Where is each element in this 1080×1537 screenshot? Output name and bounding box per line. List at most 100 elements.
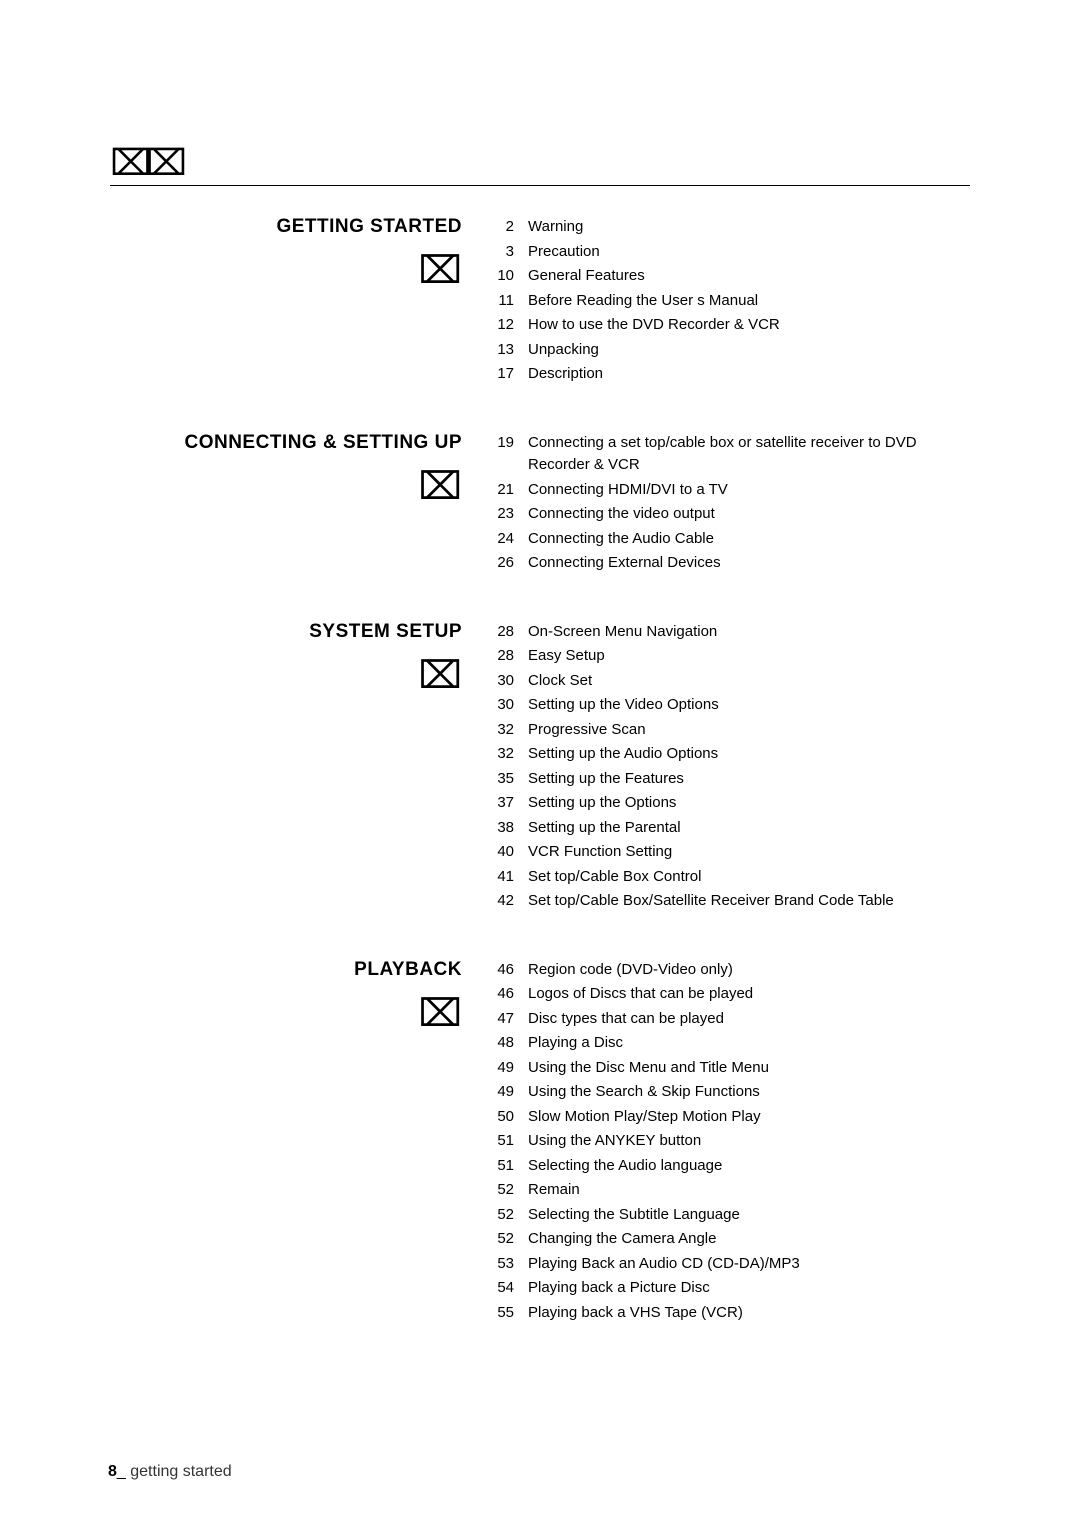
- toc-label: Playing back a Picture Disc: [528, 1277, 970, 1300]
- section-title: GETTING STARTED: [110, 216, 462, 238]
- toc-label: Setting up the Video Options: [528, 694, 970, 717]
- section-right: 19Connecting a set top/cable box or sate…: [482, 432, 970, 577]
- toc-label: Connecting a set top/cable box or satell…: [528, 432, 970, 477]
- toc-row: 40VCR Function Setting: [482, 841, 970, 864]
- toc-page-number: 51: [482, 1155, 514, 1178]
- toc-row: 23 Connecting the video output: [482, 503, 970, 526]
- toc-row: 50Slow Motion Play/Step Motion Play: [482, 1106, 970, 1129]
- toc-row: 37Setting up the Options: [482, 792, 970, 815]
- toc-sections: GETTING STARTED ⌧ 2 Warning 3 Precaution10Gen…: [110, 216, 970, 1326]
- toc-label: Selecting the Audio language: [528, 1155, 970, 1178]
- toc-row: 49Using the Disc Menu and Title Menu: [482, 1057, 970, 1080]
- toc-row: 52 Remain: [482, 1179, 970, 1202]
- toc-row: 51 Using the ANYKEY button: [482, 1130, 970, 1153]
- toc-label: Playing a Disc: [528, 1032, 970, 1055]
- toc-page-number: 2: [482, 216, 514, 239]
- toc-page-number: 51: [482, 1130, 514, 1153]
- toc-row: 42Set top/Cable Box/Satellite Receiver B…: [482, 890, 970, 913]
- toc-row: 46 Logos of Discs that can be played: [482, 983, 970, 1006]
- toc-page-number: 52: [482, 1179, 514, 1202]
- toc-label: Set top/Cable Box Control: [528, 866, 970, 889]
- toc-page-number: 30: [482, 670, 514, 693]
- toc-row: 17 Description: [482, 363, 970, 386]
- toc-row: 13Unpacking: [482, 339, 970, 362]
- toc-page-number: 41: [482, 866, 514, 889]
- section-left: PLAYBACK ⌧: [110, 959, 482, 1327]
- section-glyph-icon: ⌧: [418, 252, 462, 290]
- toc-label: General Features: [528, 265, 970, 288]
- toc-row: 54 Playing back a Picture Disc: [482, 1277, 970, 1300]
- section-title: CONNECTING & SETTING UP: [110, 432, 462, 454]
- toc-page-number: 24: [482, 528, 514, 551]
- footer: 8_ getting started: [108, 1463, 232, 1481]
- toc-section: SYSTEM SETUP⌧28On-Screen Menu Navigation…: [110, 621, 970, 915]
- toc-label: Changing the Camera Angle: [528, 1228, 970, 1251]
- section-glyph-icon: ⌧: [418, 657, 462, 695]
- toc-page-number: 21: [482, 479, 514, 502]
- toc-row: 28Easy Setup: [482, 645, 970, 668]
- toc-page-number: 52: [482, 1228, 514, 1251]
- section-right: 2 Warning 3 Precaution10General Features11 B…: [482, 216, 970, 388]
- toc-label: On-Screen Menu Navigation: [528, 621, 970, 644]
- toc-row: 30 Clock Set: [482, 670, 970, 693]
- toc-label: Before Reading the User s Manual: [528, 290, 970, 313]
- toc-label: Region code (DVD-Video only): [528, 959, 970, 982]
- toc-page-number: 38: [482, 817, 514, 840]
- toc-label: Logos of Discs that can be played: [528, 983, 970, 1006]
- footer-page-number: 8: [108, 1463, 117, 1480]
- title-row: ⌧⌧: [110, 145, 970, 186]
- toc-page-number: 23: [482, 503, 514, 526]
- toc-row: 3 Precaution: [482, 241, 970, 264]
- toc-label: Setting up the Features: [528, 768, 970, 791]
- toc-page-number: 37: [482, 792, 514, 815]
- toc-page-number: 40: [482, 841, 514, 864]
- toc-label: Progressive Scan: [528, 719, 970, 742]
- toc-label: Using the ANYKEY button: [528, 1130, 970, 1153]
- toc-row: 32Setting up the Audio Options: [482, 743, 970, 766]
- toc-page-number: 53: [482, 1253, 514, 1276]
- toc-label: Playing Back an Audio CD (CD-DA)/MP3: [528, 1253, 970, 1276]
- toc-row: 21 Connecting HDMI/DVI to a TV: [482, 479, 970, 502]
- toc-label: Unpacking: [528, 339, 970, 362]
- section-glyph-icon: ⌧: [418, 995, 462, 1033]
- toc-row: 48Playing a Disc: [482, 1032, 970, 1055]
- toc-page-number: 32: [482, 743, 514, 766]
- toc-row: 19Connecting a set top/cable box or sate…: [482, 432, 970, 477]
- toc-label: Slow Motion Play/Step Motion Play: [528, 1106, 970, 1129]
- toc-label: Warning: [528, 216, 970, 239]
- toc-section: PLAYBACK⌧46Region code (DVD-Video only)4…: [110, 959, 970, 1327]
- toc-row: 26Connecting External Devices: [482, 552, 970, 575]
- toc-label: Setting up the Parental: [528, 817, 970, 840]
- toc-page-number: 46: [482, 983, 514, 1006]
- toc-label: Precaution: [528, 241, 970, 264]
- toc-label: Remain: [528, 1179, 970, 1202]
- toc-page-number: 28: [482, 621, 514, 644]
- toc-label: Connecting HDMI/DVI to a TV: [528, 479, 970, 502]
- toc-row: 2 Warning: [482, 216, 970, 239]
- section-glyph-icon: ⌧: [418, 468, 462, 506]
- toc-row: 11 Before Reading the User s Manual: [482, 290, 970, 313]
- toc-page-number: 11: [482, 290, 514, 313]
- toc-page-number: 3: [482, 241, 514, 264]
- toc-row: 38 Setting up the Parental: [482, 817, 970, 840]
- toc-row: 12How to use the DVD Recorder & VCR: [482, 314, 970, 337]
- toc-page-number: 52: [482, 1204, 514, 1227]
- section-right: 28On-Screen Menu Navigation28Easy Setup3…: [482, 621, 970, 915]
- toc-page-number: 32: [482, 719, 514, 742]
- toc-row: 10General Features: [482, 265, 970, 288]
- toc-label: Clock Set: [528, 670, 970, 693]
- toc-label: Using the Search & Skip Functions: [528, 1081, 970, 1104]
- toc-label: Selecting the Subtitle Language: [528, 1204, 970, 1227]
- toc-label: Description: [528, 363, 970, 386]
- toc-page-number: 55: [482, 1302, 514, 1325]
- toc-page-number: 28: [482, 645, 514, 668]
- footer-separator: _: [117, 1463, 130, 1480]
- toc-page-number: 49: [482, 1081, 514, 1104]
- toc-page-number: 17: [482, 363, 514, 386]
- toc-page-number: 54: [482, 1277, 514, 1300]
- toc-row: 35Setting up the Features: [482, 768, 970, 791]
- toc-label: Connecting the video output: [528, 503, 970, 526]
- toc-row: 30Setting up the Video Options: [482, 694, 970, 717]
- section-title: PLAYBACK: [110, 959, 462, 981]
- toc-label: How to use the DVD Recorder & VCR: [528, 314, 970, 337]
